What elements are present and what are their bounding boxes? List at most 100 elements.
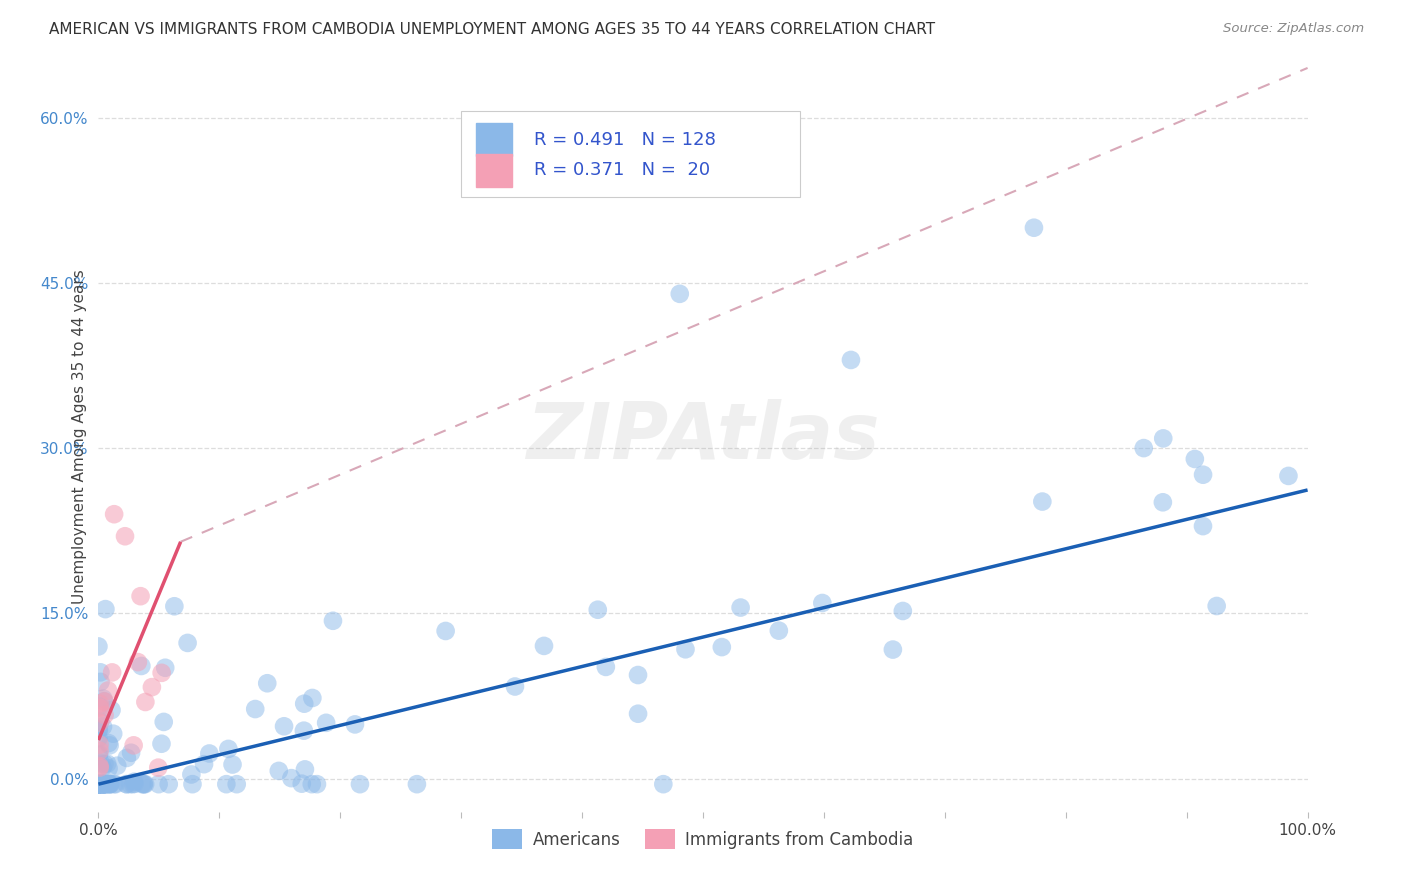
- Point: [103, 777, 125, 791]
- Point: [94, 777, 117, 791]
- Point: [89, 738, 111, 752]
- Point: [87, 777, 110, 791]
- Point: [89, 701, 111, 715]
- Point: [305, 777, 328, 791]
- Point: [94, 777, 117, 791]
- Point: [627, 668, 650, 682]
- Point: [90, 777, 112, 791]
- Text: AMERICAN VS IMMIGRANTS FROM CAMBODIA UNEMPLOYMENT AMONG AGES 35 TO 44 YEARS CORR: AMERICAN VS IMMIGRANTS FROM CAMBODIA UNE…: [49, 22, 935, 37]
- Point: [198, 747, 221, 761]
- Point: [122, 739, 145, 753]
- Point: [1184, 452, 1206, 467]
- Point: [256, 676, 278, 690]
- Point: [115, 777, 138, 791]
- Point: [273, 719, 295, 733]
- Point: [217, 742, 239, 756]
- Point: [627, 706, 650, 721]
- Point: [89, 777, 111, 791]
- Point: [292, 697, 315, 711]
- Point: [100, 777, 122, 791]
- Point: [675, 642, 697, 657]
- Point: [1205, 599, 1227, 613]
- Point: [103, 727, 125, 741]
- Point: [730, 600, 752, 615]
- Point: [280, 771, 302, 785]
- Point: [114, 529, 136, 543]
- Point: [292, 723, 315, 738]
- Point: [1031, 494, 1053, 508]
- Point: [152, 714, 174, 729]
- Point: [97, 736, 120, 750]
- Point: [225, 777, 247, 791]
- Point: [180, 767, 202, 781]
- Point: [131, 659, 153, 673]
- Point: [148, 761, 170, 775]
- Point: [89, 674, 111, 689]
- Point: [93, 708, 115, 723]
- Point: [94, 777, 117, 791]
- Point: [87, 777, 110, 791]
- Point: [132, 777, 155, 791]
- Text: ZIPAtlas: ZIPAtlas: [526, 399, 880, 475]
- Point: [503, 680, 526, 694]
- Point: [87, 723, 110, 737]
- Point: [93, 694, 115, 708]
- Point: [87, 723, 110, 738]
- Point: [98, 777, 121, 791]
- Point: [176, 636, 198, 650]
- Point: [87, 640, 110, 654]
- Point: [89, 777, 111, 791]
- Point: [94, 777, 117, 791]
- Point: [91, 760, 114, 774]
- Point: [87, 777, 110, 791]
- Point: [150, 665, 173, 680]
- Point: [101, 665, 124, 680]
- Point: [245, 702, 267, 716]
- Text: R = 0.371   N =  20: R = 0.371 N = 20: [534, 161, 710, 179]
- Point: [87, 777, 110, 791]
- Point: [93, 756, 115, 771]
- Point: [434, 624, 457, 638]
- Point: [586, 603, 609, 617]
- Point: [87, 777, 110, 791]
- Point: [89, 777, 111, 791]
- Point: [891, 604, 914, 618]
- Text: R = 0.491   N = 128: R = 0.491 N = 128: [534, 130, 716, 149]
- Point: [91, 777, 114, 791]
- Point: [94, 602, 117, 616]
- Point: [89, 776, 111, 790]
- Point: [124, 777, 146, 791]
- Point: [89, 665, 111, 680]
- Point: [221, 757, 243, 772]
- Point: [882, 642, 904, 657]
- Y-axis label: Unemployment Among Ages 35 to 44 years: Unemployment Among Ages 35 to 44 years: [72, 269, 87, 605]
- Point: [215, 777, 238, 791]
- Text: Source: ZipAtlas.com: Source: ZipAtlas.com: [1223, 22, 1364, 36]
- Point: [811, 596, 834, 610]
- Point: [294, 763, 316, 777]
- Point: [105, 758, 128, 772]
- Point: [122, 774, 145, 789]
- Point: [193, 757, 215, 772]
- Point: [1192, 519, 1215, 533]
- Point: [349, 777, 371, 791]
- FancyBboxPatch shape: [475, 123, 512, 156]
- Point: [291, 777, 314, 791]
- Point: [1022, 220, 1045, 235]
- Point: [91, 777, 114, 791]
- Point: [343, 717, 366, 731]
- Point: [89, 697, 111, 711]
- Point: [89, 759, 111, 773]
- Point: [301, 777, 323, 791]
- Point: [100, 703, 122, 717]
- Point: [97, 761, 120, 775]
- Point: [127, 655, 149, 669]
- Point: [668, 286, 690, 301]
- Point: [768, 624, 790, 638]
- Point: [839, 353, 862, 368]
- Point: [301, 690, 323, 705]
- Point: [181, 777, 204, 791]
- Point: [1132, 441, 1154, 455]
- Point: [1152, 495, 1174, 509]
- Point: [89, 715, 111, 730]
